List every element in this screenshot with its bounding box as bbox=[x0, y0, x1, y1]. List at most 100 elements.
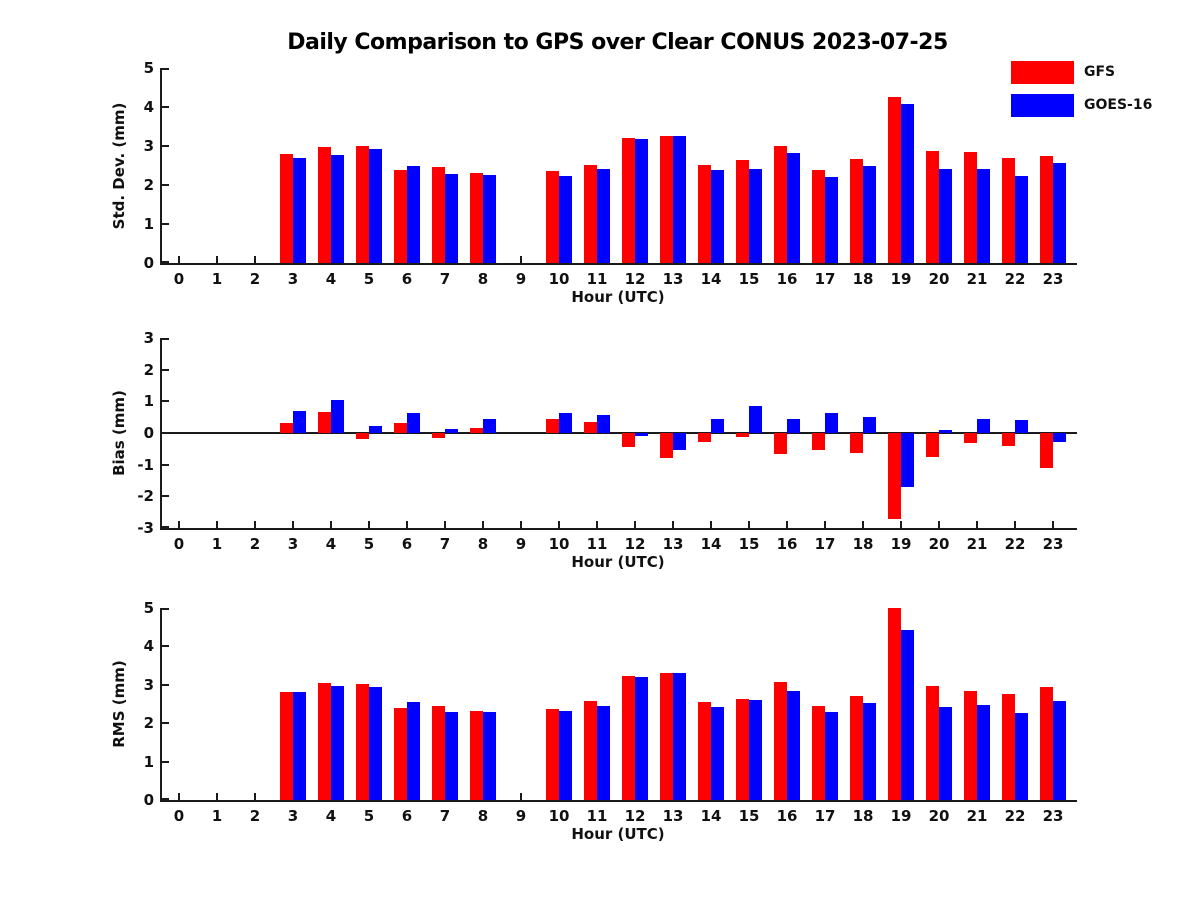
goes-16-bar bbox=[939, 707, 952, 800]
x-tick-label: 4 bbox=[325, 270, 337, 288]
goes-16-bar bbox=[483, 418, 496, 433]
x-tick bbox=[178, 793, 180, 800]
gfs-bar bbox=[280, 691, 293, 800]
y-tick-label: 2 bbox=[143, 714, 154, 733]
x-tick bbox=[824, 521, 826, 528]
x-tick-label: 15 bbox=[738, 270, 760, 288]
goes-16-bar bbox=[293, 157, 306, 263]
x-tick-label: 13 bbox=[662, 270, 684, 288]
gfs-bar bbox=[356, 684, 369, 800]
x-tick-label: 13 bbox=[662, 807, 684, 825]
gfs-bar bbox=[280, 422, 293, 433]
gfs-bar bbox=[888, 608, 901, 800]
goes-16-bar bbox=[977, 168, 990, 263]
y-tick bbox=[162, 760, 169, 763]
goes-16-bar bbox=[901, 433, 914, 488]
goes-16-bar bbox=[369, 686, 382, 800]
x-tick-label: 15 bbox=[738, 535, 760, 553]
gfs-bar bbox=[926, 151, 939, 263]
y-tick bbox=[162, 338, 169, 340]
goes-16-bar bbox=[445, 429, 458, 433]
gfs-bar bbox=[546, 418, 559, 433]
x-tick-label: 11 bbox=[586, 807, 608, 825]
y-tick bbox=[162, 463, 169, 466]
x-tick-label: 12 bbox=[624, 807, 646, 825]
goes-16-bar bbox=[483, 175, 496, 263]
x-tick bbox=[368, 521, 370, 528]
y-tick bbox=[162, 368, 169, 371]
zero-line bbox=[162, 432, 1077, 434]
x-tick-label: 22 bbox=[1004, 270, 1026, 288]
rms-plot-area: 0 1 2 3 4 5 0 1 2 3 4 5 6 7 8 9 10 11 12 13 14 15 16 17 18 19 20 21… bbox=[144, 599, 1077, 825]
gfs-bar bbox=[432, 167, 445, 263]
x-tick-label: 13 bbox=[662, 535, 684, 553]
gfs-bar bbox=[736, 433, 749, 438]
x-tick-label: 10 bbox=[548, 807, 570, 825]
stddev-x-axis-label: Hour (UTC) bbox=[571, 288, 665, 306]
legend-label-gfs: GFS bbox=[1084, 64, 1116, 80]
x-tick bbox=[900, 521, 902, 528]
goes-16-bar bbox=[331, 685, 344, 800]
x-tick-label: 2 bbox=[249, 807, 261, 825]
bias-plot-area: -3 -2 -1 0 1 2 3 0 1 2 3 4 5 6 7 8 9 10 11 12 13 14 15 16 17 18 19… bbox=[137, 329, 1077, 553]
x-tick bbox=[1052, 521, 1054, 528]
goes-16-bar bbox=[445, 174, 458, 263]
gfs-bar bbox=[394, 707, 407, 800]
x-tick-label: 18 bbox=[852, 807, 874, 825]
y-tick-label: 4 bbox=[143, 98, 154, 116]
x-tick bbox=[634, 521, 636, 528]
x-tick bbox=[862, 521, 864, 528]
goes-16-bar bbox=[369, 426, 382, 433]
x-tick-label: 15 bbox=[738, 807, 760, 825]
x-tick bbox=[254, 793, 256, 800]
goes-16-bar bbox=[787, 419, 800, 433]
gfs-bar bbox=[394, 170, 407, 263]
x-tick-label: 21 bbox=[966, 807, 988, 825]
gfs-bar bbox=[888, 97, 901, 263]
x-tick-label: 0 bbox=[173, 807, 185, 825]
y-tick-label: 5 bbox=[143, 59, 154, 77]
x-tick-label: 20 bbox=[928, 270, 950, 288]
x-tick bbox=[710, 521, 712, 528]
gfs-bar bbox=[698, 702, 711, 800]
y-tick-label: -1 bbox=[137, 455, 154, 474]
gfs-bar bbox=[926, 685, 939, 800]
y-tick-label: 0 bbox=[143, 254, 154, 272]
gfs-bar bbox=[736, 160, 749, 263]
x-tick-label: 7 bbox=[439, 270, 451, 288]
x-tick-label: 1 bbox=[211, 807, 223, 825]
gfs-bar bbox=[432, 705, 445, 800]
goes-16-bar bbox=[749, 700, 762, 800]
x-tick-label: 2 bbox=[249, 270, 261, 288]
y-tick bbox=[162, 432, 169, 434]
y-tick bbox=[162, 223, 169, 225]
y-tick-label: 1 bbox=[143, 752, 154, 771]
x-tick-label: 7 bbox=[439, 807, 451, 825]
goes-16-bar bbox=[597, 414, 610, 433]
gfs-bar bbox=[584, 164, 597, 263]
x-tick-label: 12 bbox=[624, 270, 646, 288]
gfs-bar bbox=[318, 147, 331, 263]
gfs-bar bbox=[622, 138, 635, 263]
goes-16-bar bbox=[711, 706, 724, 800]
x-tick-label: 16 bbox=[776, 535, 798, 553]
x-tick-label: 19 bbox=[890, 535, 912, 553]
y-tick-label: 5 bbox=[143, 599, 154, 617]
x-tick-label: 17 bbox=[814, 270, 836, 288]
y-tick-label: 3 bbox=[143, 137, 154, 155]
y-tick-label: 0 bbox=[143, 791, 154, 809]
x-tick-label: 10 bbox=[548, 535, 570, 553]
y-tick-label: 1 bbox=[143, 392, 154, 411]
goes-16-bar bbox=[635, 139, 648, 263]
x-tick bbox=[938, 521, 940, 528]
x-tick bbox=[216, 793, 218, 800]
gfs-bar bbox=[964, 690, 977, 800]
x-tick-label: 14 bbox=[700, 807, 722, 825]
rms-y-axis-label: RMS (mm) bbox=[110, 660, 128, 748]
x-tick bbox=[178, 521, 180, 528]
y-tick-label: 2 bbox=[143, 360, 154, 379]
x-tick-label: 23 bbox=[1042, 807, 1064, 825]
gfs-bar bbox=[470, 710, 483, 800]
gfs-bar bbox=[546, 708, 559, 800]
x-tick-label: 21 bbox=[966, 535, 988, 553]
